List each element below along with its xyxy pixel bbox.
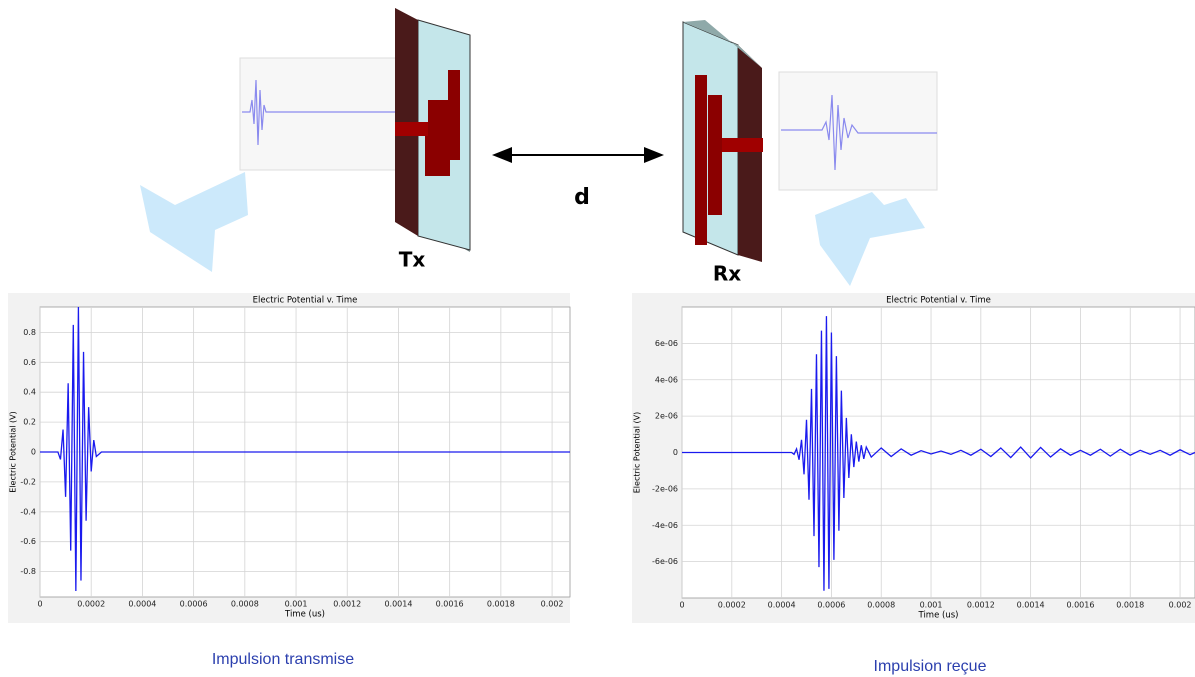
x-axis-label: Time (us) <box>918 611 959 621</box>
distance-label: d <box>574 185 590 210</box>
y-tick-label: -2e-06 <box>652 484 678 493</box>
tx-label: Tx <box>399 248 426 272</box>
x-tick-label: 0.0014 <box>384 600 412 609</box>
x-tick-label: 0.0006 <box>817 601 845 610</box>
y-tick-label: 0 <box>31 448 36 457</box>
x-tick-label: 0.0012 <box>333 600 361 609</box>
y-tick-label: 0.4 <box>23 388 36 397</box>
y-tick-label: -6e-06 <box>652 557 678 566</box>
y-axis-label: Electric Potential (V) <box>9 411 18 493</box>
y-tick-label: 0.6 <box>23 358 36 367</box>
x-tick-label: 0.001 <box>285 600 308 609</box>
tx-plate <box>395 8 471 252</box>
distance-arrow <box>492 147 664 163</box>
y-tick-label: -0.4 <box>20 507 36 516</box>
x-tick-label: 0.0008 <box>231 600 259 609</box>
flow-arrow <box>815 192 925 286</box>
data-line <box>40 306 570 592</box>
rx-thumbnail <box>778 71 938 191</box>
caption: Impulsion reçue <box>874 658 987 675</box>
rx-label: Rx <box>713 262 741 286</box>
x-tick-label: 0.0006 <box>180 600 208 609</box>
x-tick-label: 0.0016 <box>1066 601 1094 610</box>
x-axis-label: Time (us) <box>284 610 325 620</box>
x-tick-label: 0.0014 <box>1017 601 1045 610</box>
y-tick-label: -4e-06 <box>652 521 678 530</box>
y-tick-label: -0.8 <box>20 567 36 576</box>
chart-title: Electric Potential v. Time <box>886 296 991 306</box>
data-line <box>682 316 1195 591</box>
x-tick-label: 0.0002 <box>718 601 746 610</box>
x-tick-label: 0.0018 <box>1116 601 1144 610</box>
tx-thumbnail <box>239 57 399 171</box>
y-axis-label: Electric Potential (V) <box>633 412 642 494</box>
x-tick-label: 0.0004 <box>768 601 796 610</box>
x-tick-label: 0.0002 <box>77 600 105 609</box>
x-tick-label: 0.0008 <box>867 601 895 610</box>
y-tick-label: 4e-06 <box>655 375 678 384</box>
y-tick-label: 0.2 <box>23 418 36 427</box>
x-tick-label: 0.001 <box>920 601 943 610</box>
x-tick-label: 0.002 <box>1169 601 1192 610</box>
x-tick-label: 0 <box>679 601 684 610</box>
flow-arrow <box>140 172 248 272</box>
y-tick-label: 0.8 <box>23 328 36 337</box>
y-tick-label: 2e-06 <box>655 412 678 421</box>
y-tick-label: 6e-06 <box>655 339 678 348</box>
y-tick-label: -0.2 <box>20 477 36 486</box>
x-tick-label: 0.002 <box>541 600 564 609</box>
x-tick-label: 0 <box>37 600 42 609</box>
rx-plate <box>682 20 763 262</box>
x-tick-label: 0.0004 <box>128 600 156 609</box>
caption: Impulsion transmise <box>212 651 354 668</box>
chart-title: Electric Potential v. Time <box>253 296 358 306</box>
x-tick-label: 0.0016 <box>436 600 464 609</box>
y-tick-label: -0.6 <box>20 537 36 546</box>
y-tick-label: 0 <box>673 448 678 457</box>
x-tick-label: 0.0018 <box>487 600 515 609</box>
x-tick-label: 0.0012 <box>967 601 995 610</box>
